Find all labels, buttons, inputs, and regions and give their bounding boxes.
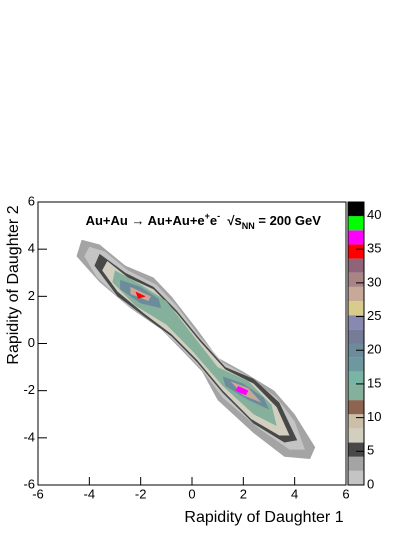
contour-band bbox=[235, 385, 249, 396]
color-band bbox=[348, 329, 364, 344]
z-tick-label: 5 bbox=[367, 443, 374, 458]
color-band bbox=[348, 428, 364, 443]
x-tick-label: -2 bbox=[135, 486, 147, 501]
color-band bbox=[348, 230, 364, 245]
y-tick-label: 6 bbox=[28, 193, 35, 208]
x-axis-label: Rapidity of Daughter 1 bbox=[184, 509, 343, 526]
color-band bbox=[348, 470, 364, 485]
x-tick-label: 0 bbox=[188, 486, 195, 501]
x-tick-label: 4 bbox=[291, 486, 298, 501]
y-tick-label: 4 bbox=[28, 241, 35, 256]
annotation-part: √s bbox=[220, 213, 242, 228]
color-band bbox=[348, 371, 364, 386]
annotation-part: - bbox=[217, 211, 220, 221]
color-band bbox=[348, 442, 364, 457]
color-band bbox=[348, 202, 364, 217]
y-tick-label: 0 bbox=[28, 335, 35, 350]
z-tick-label: 20 bbox=[367, 342, 381, 357]
color-band bbox=[348, 315, 364, 330]
annotation-part: NN bbox=[242, 221, 255, 231]
color-band bbox=[348, 456, 364, 471]
color-band bbox=[348, 272, 364, 287]
z-tick-label: 10 bbox=[367, 409, 381, 424]
y-axis-label: Rapidity of Daughter 2 bbox=[5, 205, 22, 364]
y-tick-label: 2 bbox=[28, 288, 35, 303]
contour-band bbox=[135, 291, 146, 299]
color-band bbox=[348, 286, 364, 302]
x-tick-label: -6 bbox=[32, 486, 44, 501]
z-tick-label: 25 bbox=[367, 308, 381, 323]
y-tick-label: -4 bbox=[23, 429, 35, 444]
color-band bbox=[348, 400, 364, 415]
y-tick-label: -6 bbox=[23, 476, 35, 491]
x-tick-label: 2 bbox=[240, 486, 247, 501]
color-band bbox=[348, 385, 364, 401]
z-tick-label: 35 bbox=[367, 241, 381, 256]
x-tick-label: -4 bbox=[84, 486, 96, 501]
color-band bbox=[348, 244, 364, 259]
contour-band bbox=[130, 286, 151, 302]
annotation-part: Au+Au → Au+Au+e bbox=[86, 213, 205, 228]
color-band bbox=[348, 301, 364, 316]
z-tick-label: 15 bbox=[367, 375, 381, 390]
plot-area bbox=[76, 239, 316, 460]
annotation-part: = 200 GeV bbox=[255, 213, 321, 228]
z-tick-label: 0 bbox=[367, 476, 374, 491]
annotation: Au+Au → Au+Au+e+e- √sNN = 200 GeV bbox=[68, 211, 332, 231]
color-band bbox=[348, 216, 364, 231]
color-band bbox=[348, 258, 364, 273]
annotation-part: e bbox=[210, 213, 217, 228]
z-tick-label: 30 bbox=[367, 274, 381, 289]
y-tick-label: -2 bbox=[23, 382, 35, 397]
color-band bbox=[348, 357, 364, 372]
z-tick-label: 40 bbox=[367, 207, 381, 222]
annotation-part: + bbox=[205, 211, 210, 221]
x-tick-label: 6 bbox=[342, 486, 349, 501]
color-band bbox=[348, 414, 364, 429]
